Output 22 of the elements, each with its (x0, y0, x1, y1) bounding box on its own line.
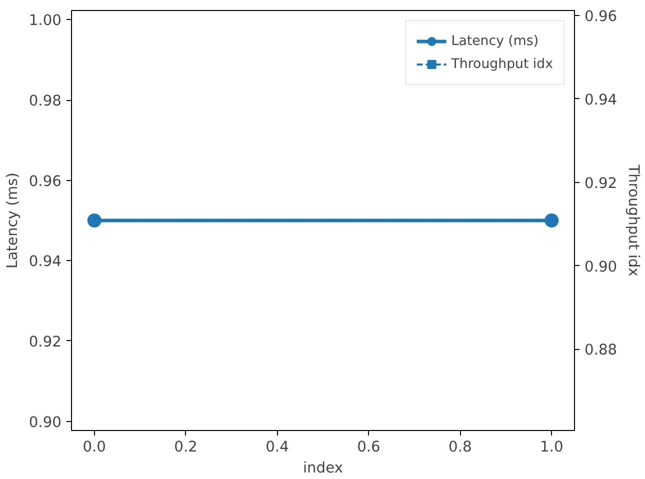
y2-tick-label: 0.92 (584, 174, 618, 192)
y2-axis-title: Throughput idx (625, 164, 642, 277)
x-tick-label: 0.2 (174, 438, 198, 456)
legend-label: Latency (ms) (451, 34, 539, 48)
y2-tick-label: 0.90 (584, 258, 618, 276)
y2-tick-label: 0.94 (584, 91, 618, 108)
x-tick-label: 0.0 (82, 438, 106, 456)
y-axis-title: Latency (ms) (4, 172, 21, 268)
y2-tick-label: 0.96 (584, 8, 618, 26)
y-tick-label: 1.00 (28, 12, 62, 30)
y-tick-label: 0.98 (28, 92, 62, 110)
x-tick-label: 0.6 (357, 438, 380, 456)
y-tick-label: 0.94 (28, 253, 62, 270)
x-tick-label: 0.8 (448, 438, 472, 456)
x-tick-label: 0.4 (266, 438, 289, 456)
legend-label: Throughput idx (451, 56, 553, 72)
y-tick-label: 0.90 (28, 414, 62, 431)
y2-tick-label: 0.88 (584, 342, 618, 359)
y-tick-label: 0.92 (28, 333, 62, 350)
y-tick-label: 0.96 (28, 172, 62, 190)
x-axis-title: index (302, 460, 344, 476)
x-tick-label: 1.0 (540, 438, 564, 456)
